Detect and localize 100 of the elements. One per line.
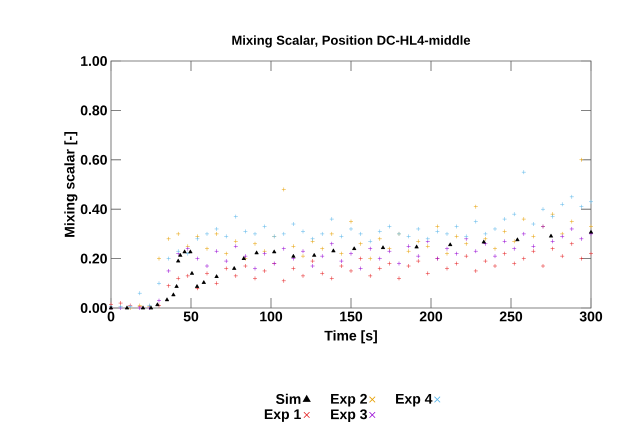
x-tick-label: 100 — [260, 312, 282, 322]
point — [282, 232, 286, 236]
point — [588, 230, 594, 234]
point — [214, 248, 219, 254]
point — [483, 258, 488, 264]
point — [272, 249, 276, 254]
point — [426, 271, 430, 276]
point — [426, 236, 430, 242]
point — [454, 251, 459, 256]
point — [482, 240, 486, 244]
point — [339, 258, 344, 264]
point — [368, 239, 372, 244]
point — [195, 236, 200, 242]
point — [512, 246, 516, 251]
point — [166, 256, 171, 261]
x-tick-label: 300 — [580, 312, 602, 322]
point — [140, 306, 146, 310]
point — [474, 268, 478, 274]
point — [348, 226, 354, 232]
point — [348, 251, 354, 256]
point — [570, 242, 574, 246]
point — [195, 256, 200, 261]
point — [243, 264, 248, 268]
point — [300, 248, 306, 254]
y-tick-label: 0.40 — [80, 204, 107, 214]
point — [224, 251, 228, 256]
point — [182, 249, 187, 254]
point — [190, 270, 194, 275]
point — [522, 170, 526, 174]
point — [254, 250, 259, 254]
point — [348, 268, 354, 274]
point — [320, 271, 324, 276]
point — [330, 216, 334, 222]
x-tick-label: 150 — [340, 312, 362, 322]
point — [380, 245, 386, 250]
x-tick-label: 0 — [108, 312, 114, 322]
point — [202, 280, 206, 284]
point — [368, 274, 372, 278]
point — [387, 248, 392, 254]
y-tick-label: 0.00 — [80, 303, 107, 313]
point — [262, 224, 267, 229]
point — [531, 222, 536, 226]
point — [492, 254, 498, 258]
point — [204, 246, 210, 251]
point — [570, 194, 574, 200]
point — [531, 234, 536, 239]
point — [416, 226, 420, 232]
point — [310, 264, 315, 268]
point — [454, 234, 459, 239]
y-tick-label: 1.00 — [81, 56, 107, 66]
point — [396, 276, 402, 281]
point — [262, 251, 267, 256]
point — [330, 242, 334, 246]
point — [502, 216, 507, 222]
point — [352, 246, 356, 250]
point — [178, 252, 182, 257]
point — [406, 248, 411, 254]
point — [176, 232, 180, 236]
point — [560, 202, 564, 206]
point — [474, 204, 478, 209]
point — [416, 258, 420, 264]
point — [435, 224, 440, 229]
point — [234, 214, 238, 219]
point — [171, 292, 176, 296]
point — [291, 222, 296, 226]
point — [320, 254, 324, 258]
point — [166, 236, 171, 242]
point — [512, 261, 516, 266]
point — [204, 232, 210, 236]
point — [174, 284, 179, 288]
point — [378, 229, 382, 234]
point — [214, 226, 219, 232]
point — [252, 276, 258, 281]
point — [262, 268, 267, 274]
point — [416, 254, 420, 258]
point — [550, 214, 555, 219]
point — [186, 246, 190, 251]
point — [358, 266, 363, 271]
y-tick-label: 0.20 — [80, 254, 107, 264]
y-tick-label: 0.60 — [80, 154, 107, 165]
point — [464, 242, 468, 246]
point — [156, 281, 162, 286]
point — [540, 264, 546, 268]
point — [204, 271, 210, 276]
point — [588, 200, 594, 204]
point — [378, 236, 382, 242]
point — [378, 266, 382, 271]
legend-label: Exp 3 — [331, 409, 367, 422]
point — [224, 258, 228, 264]
point — [570, 219, 574, 224]
point — [310, 258, 315, 264]
point — [378, 256, 382, 261]
point — [502, 229, 507, 234]
point — [502, 239, 507, 244]
point — [512, 239, 516, 244]
point — [300, 274, 306, 278]
point — [560, 234, 564, 239]
point — [483, 236, 488, 242]
point — [414, 244, 419, 248]
point — [531, 248, 536, 254]
